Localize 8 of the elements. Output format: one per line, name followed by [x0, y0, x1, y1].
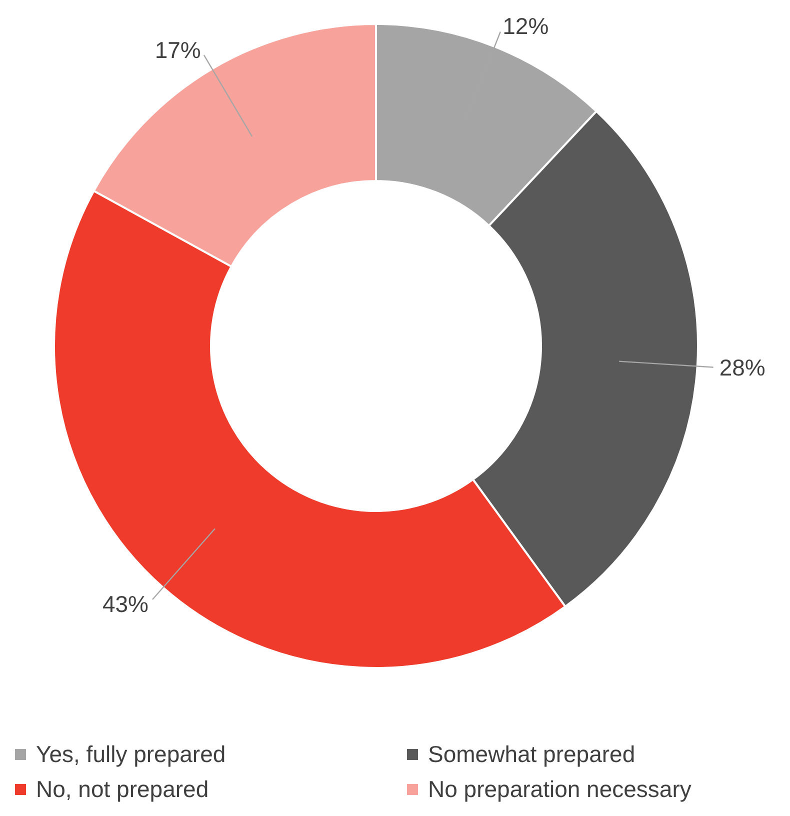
- legend-label: No, not prepared: [36, 776, 209, 803]
- data-label: 43%: [102, 591, 149, 618]
- data-label: 28%: [719, 354, 766, 381]
- legend-label: Somewhat prepared: [428, 741, 636, 768]
- data-label: 12%: [502, 13, 549, 40]
- legend-label: No preparation necessary: [428, 776, 692, 803]
- data-label: 17%: [154, 36, 201, 63]
- legend-label: Yes, fully prepared: [36, 741, 226, 768]
